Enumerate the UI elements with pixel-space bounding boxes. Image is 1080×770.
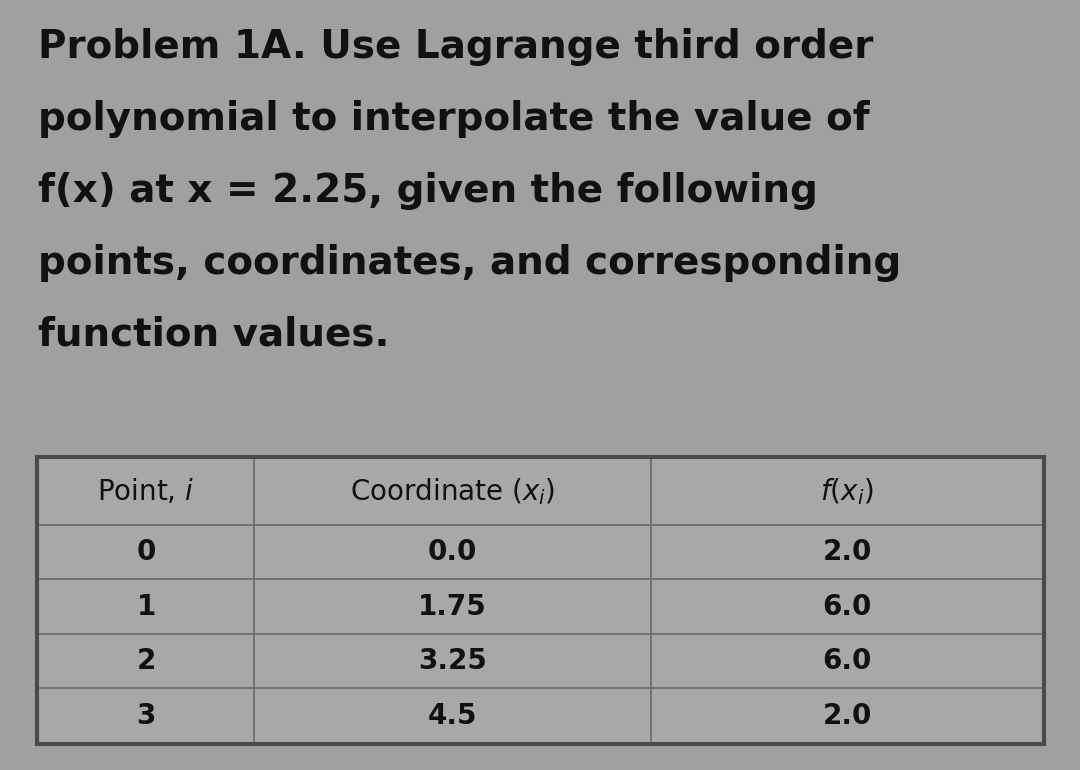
Text: 2.0: 2.0 <box>822 701 872 730</box>
Bar <box>38 458 1043 743</box>
Text: 2.0: 2.0 <box>822 538 872 566</box>
Text: Point, $i$: Point, $i$ <box>97 477 194 506</box>
Text: function values.: function values. <box>38 316 390 354</box>
Text: 6.0: 6.0 <box>822 648 872 675</box>
Text: f(x) at x = 2.25, given the following: f(x) at x = 2.25, given the following <box>38 172 818 210</box>
Text: polynomial to interpolate the value of: polynomial to interpolate the value of <box>38 100 869 138</box>
Text: 3.25: 3.25 <box>418 648 487 675</box>
Text: 0: 0 <box>136 538 156 566</box>
Text: 3: 3 <box>136 701 156 730</box>
Text: 0.0: 0.0 <box>428 538 477 566</box>
Text: 4.5: 4.5 <box>428 701 477 730</box>
Text: 1: 1 <box>136 593 156 621</box>
Text: Problem 1A. Use Lagrange third order: Problem 1A. Use Lagrange third order <box>38 28 874 66</box>
Text: 6.0: 6.0 <box>822 593 872 621</box>
Text: 1.75: 1.75 <box>418 593 487 621</box>
Text: 2: 2 <box>136 648 156 675</box>
Text: $f(x_i)$: $f(x_i)$ <box>820 476 874 507</box>
Text: Coordinate $(x_i)$: Coordinate $(x_i)$ <box>350 476 555 507</box>
Text: points, coordinates, and corresponding: points, coordinates, and corresponding <box>38 244 901 282</box>
